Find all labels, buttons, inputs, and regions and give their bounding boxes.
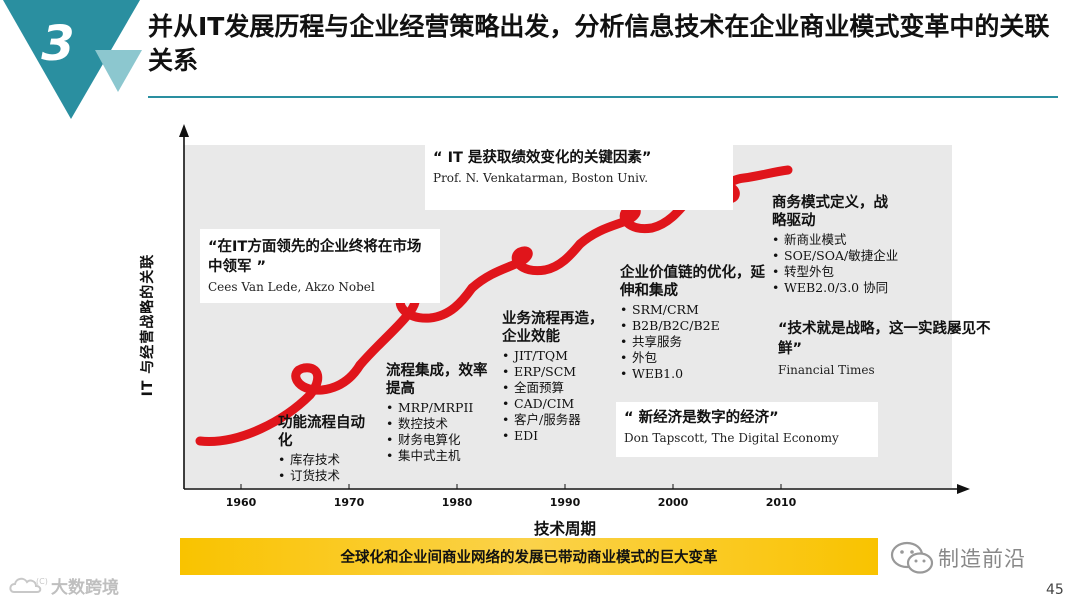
stage-items: 新商业模式 SOE/SOA/敏捷企业 转型外包 WEB2.0/3.0 协同 — [772, 232, 902, 296]
wechat-account: 制造前沿 — [890, 540, 1026, 576]
stage-process-integration: 流程集成，效率提高 MRP/MRPII 数控技术 财务电算化 集中式主机 — [386, 362, 494, 464]
quote-source: Prof. N. Venkatarman, Boston Univ. — [433, 171, 649, 185]
stage-items: SRM/CRM B2B/B2C/B2E 共享服务 外包 WEB1.0 — [620, 302, 770, 382]
quote-box-financial-times: “技术就是战略，这一实践屡见不鲜” Financial Times — [770, 315, 1000, 383]
stage-item: 库存技术 — [278, 452, 373, 468]
stage-item: B2B/B2C/B2E — [620, 318, 770, 334]
stage-bpr: 业务流程再造，企业效能 JIT/TQM ERP/SCM 全面预算 CAD/CIM… — [502, 310, 606, 444]
stage-item: 外包 — [620, 350, 770, 366]
quote-box-venkatarman: “ IT 是获取绩效变化的关键因素” Prof. N. Venkatarman,… — [425, 142, 733, 210]
wechat-account-name: 制造前沿 — [938, 547, 1026, 571]
quote-box-akzo: “在IT方面领先的企业终将在市场中领军 ” Cees Van Lede, Akz… — [200, 229, 440, 303]
x-axis-ticks — [240, 484, 782, 489]
page-title: 并从IT发展历程与企业经营策略出发，分析信息技术在企业商业模式变革中的关联关系 — [148, 12, 1050, 75]
s-curve-3 — [467, 239, 585, 293]
quote-source: Financial Times — [778, 363, 875, 377]
quote-text: “ 新经济是数字的经济” — [624, 410, 779, 426]
quote-source: Cees Van Lede, Akzo Nobel — [208, 280, 375, 294]
x-tick-label: 1990 — [549, 496, 581, 509]
s-curve-4 — [575, 195, 693, 249]
stage-item: 数控技术 — [386, 416, 494, 432]
section-number: 3 — [41, 16, 74, 72]
stage-item: ERP/SCM — [502, 364, 606, 380]
stage-items: JIT/TQM ERP/SCM 全面预算 CAD/CIM 客户/服务器 EDI — [502, 348, 606, 444]
stage-item: EDI — [502, 428, 606, 444]
x-axis-label: 技术周期 — [534, 520, 597, 538]
stage-item: WEB2.0/3.0 协同 — [772, 280, 902, 296]
x-axis-arrow — [957, 484, 970, 494]
y-axis-arrow — [179, 124, 189, 137]
stage-item: CAD/CIM — [502, 396, 606, 412]
stage-title: 流程集成，效率提高 — [386, 363, 488, 397]
stage-title: 功能流程自动化 — [278, 415, 365, 449]
x-tick-label: 2000 — [657, 496, 689, 509]
stage-item: 财务电算化 — [386, 432, 494, 448]
stage-value-chain: 企业价值链的优化，延伸和集成 SRM/CRM B2B/B2C/B2E 共享服务 … — [620, 264, 770, 382]
stage-title: 业务流程再造，企业效能 — [502, 311, 604, 345]
s-curve-1 — [195, 360, 365, 446]
stage-item: 转型外包 — [772, 264, 902, 280]
page-number: 45 — [1046, 582, 1064, 598]
x-tick-label: 1980 — [441, 496, 473, 509]
wechat-icon — [890, 541, 934, 574]
stage-item: MRP/MRPII — [386, 400, 494, 416]
x-tick-label: 2010 — [765, 496, 797, 509]
title-divider — [148, 96, 1058, 98]
x-tick-label: 1970 — [333, 496, 365, 509]
quote-source: Don Tapscott, The Digital Economy — [624, 431, 839, 445]
quote-box-tapscott: “ 新经济是数字的经济” Don Tapscott, The Digital E… — [616, 402, 878, 457]
section-number-badge: 3 — [3, 0, 142, 119]
stage-item: 共享服务 — [620, 334, 770, 350]
watermark: (C) 大数跨境 — [8, 573, 119, 598]
quote-text: “ IT 是获取绩效变化的关键因素” — [433, 150, 652, 166]
stage-item: 全面预算 — [502, 380, 606, 396]
cloud-logo-icon: (C) — [9, 577, 48, 593]
stage-function-automation: 功能流程自动化 库存技术 订货技术 — [278, 414, 373, 484]
stage-item: SOE/SOA/敏捷企业 — [772, 248, 902, 264]
quote-text: “技术就是战略，这一实践屡见不鲜” — [778, 321, 991, 357]
stage-business-model: 商务模式定义，战略驱动 新商业模式 SOE/SOA/敏捷企业 转型外包 WEB2… — [772, 194, 902, 296]
stage-item: 集中式主机 — [386, 448, 494, 464]
stage-title: 企业价值链的优化，延伸和集成 — [620, 265, 765, 299]
svg-text:(C): (C) — [36, 577, 48, 586]
stage-title: 商务模式定义，战略驱动 — [772, 195, 888, 229]
stage-items: 库存技术 订货技术 — [278, 452, 373, 484]
stage-item: SRM/CRM — [620, 302, 770, 318]
conclusion-banner: 全球化和企业间商业网络的发展已带动商业模式的巨大变革 — [180, 538, 878, 575]
stage-item: 客户/服务器 — [502, 412, 606, 428]
quote-text: “在IT方面领先的企业终将在市场中领军 ” — [208, 239, 422, 275]
stage-item: 新商业模式 — [772, 232, 902, 248]
stage-item: JIT/TQM — [502, 348, 606, 364]
watermark-text: 大数跨境 — [51, 578, 119, 598]
stage-item: 订货技术 — [278, 468, 373, 484]
stage-items: MRP/MRPII 数控技术 财务电算化 集中式主机 — [386, 400, 494, 464]
stage-item: WEB1.0 — [620, 366, 770, 382]
x-tick-label: 1960 — [225, 496, 257, 509]
